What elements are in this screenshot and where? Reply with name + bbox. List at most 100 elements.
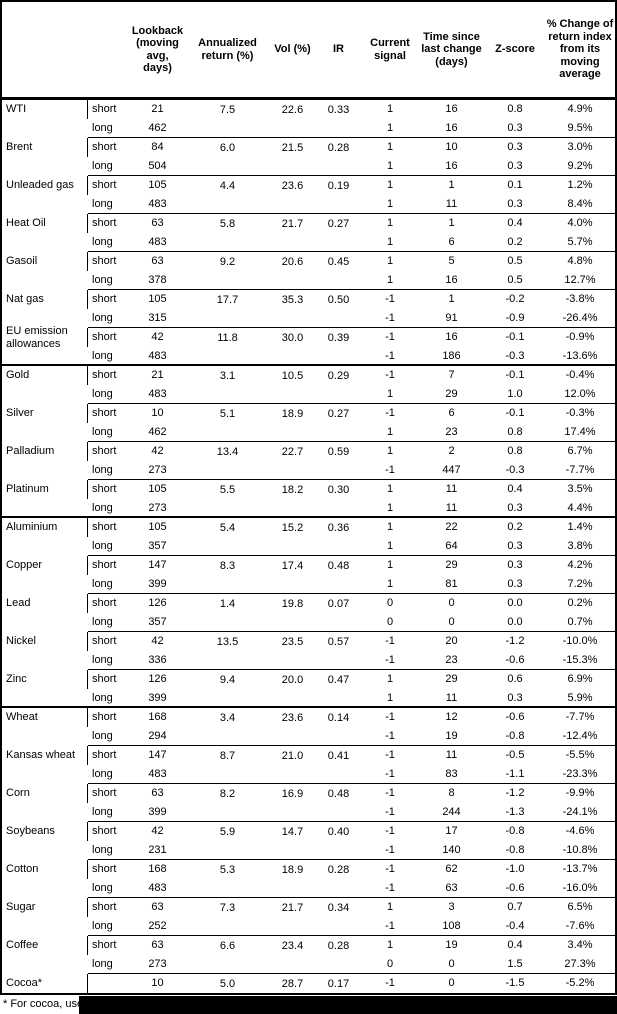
cell-z-score: 0.8	[507, 445, 523, 457]
cell-pct-change: 27.3%	[564, 958, 596, 970]
table-body: WTI short 21 1 16 0.8 4.9% long 462 1 16 0.3 9.5% 7.5…	[2, 100, 615, 993]
table-header: Lookback (moving avg, days) Annualized r…	[2, 2, 615, 100]
cell-lookback: 63	[151, 255, 164, 267]
cell-lookback: 399	[148, 692, 167, 704]
cell-signal: -1	[385, 369, 395, 381]
cell-signal: -1	[385, 787, 395, 799]
cell-signal: 1	[386, 578, 394, 590]
cell-lookback: 378	[148, 274, 167, 286]
cell-pct-change: 1.4%	[567, 521, 593, 533]
cell-vol: 20.0	[281, 673, 304, 686]
cell-horizon: short	[92, 901, 117, 913]
cell-pct-change: 12.7%	[564, 274, 596, 286]
cell-signal: -1	[385, 977, 395, 989]
cell-ir: 0.41	[327, 749, 350, 762]
cell-ir: 0.39	[327, 331, 350, 344]
cell-annualized-return: 9.4	[219, 673, 236, 686]
cell-lookback: 462	[148, 122, 167, 134]
cell-lookback: 84	[151, 141, 164, 153]
header-z-score: Z-score	[495, 43, 535, 56]
cell-signal: 1	[386, 901, 394, 913]
cell-z-score: 0.2	[507, 521, 523, 533]
cell-z-score: 0.1	[507, 179, 523, 191]
cell-horizon: short	[92, 293, 117, 305]
commodity-name: Cotton	[2, 860, 88, 879]
cell-time-since: 16	[445, 122, 458, 134]
cell-vol: 22.6	[281, 103, 304, 116]
cell-ir: 0.48	[327, 787, 350, 800]
cell-z-score: 0.3	[507, 122, 523, 134]
cell-horizon: long	[92, 160, 113, 172]
cell-signal: -1	[385, 806, 395, 818]
cell-horizon: short	[92, 179, 117, 191]
cell-z-score: 0.6	[507, 673, 523, 685]
cell-signal: 0	[386, 616, 394, 628]
cell-horizon: short	[92, 597, 117, 609]
commodity-group: Unleaded gas short 105 1 1 0.1 1.2% long 483 1 11 0…	[2, 176, 615, 214]
cell-time-since: 0	[448, 977, 455, 989]
cell-time-since: 29	[445, 673, 458, 685]
cell-annualized-return: 3.4	[219, 711, 236, 724]
cell-vol: 22.7	[281, 445, 304, 458]
cell-pct-change: 6.7%	[567, 445, 593, 457]
cell-signal: -1	[385, 768, 395, 780]
cell-lookback: 399	[148, 806, 167, 818]
cell-vol: 18.2	[281, 483, 304, 496]
commodity-group: WTI short 21 1 16 0.8 4.9% long 462 1 16 0.3 9.5% 7.5…	[2, 100, 615, 138]
cell-z-score: -0.5	[505, 749, 525, 761]
cell-horizon: short	[92, 407, 117, 419]
cell-vol: 10.5	[281, 369, 304, 382]
cell-annualized-return: 5.9	[219, 825, 236, 838]
cell-horizon: long	[92, 274, 113, 286]
cell-time-since: 140	[442, 844, 461, 856]
cell-time-since: 83	[445, 768, 458, 780]
cell-pct-change: -5.2%	[565, 977, 595, 989]
cell-signal: 1	[386, 502, 394, 514]
cell-z-score: -1.3	[505, 806, 525, 818]
cell-lookback: 483	[148, 768, 167, 780]
cell-pct-change: 6.5%	[567, 901, 593, 913]
cell-horizon: short	[92, 483, 117, 495]
cell-lookback: 63	[151, 939, 164, 951]
cell-horizon: short	[92, 369, 117, 381]
commodity-group: Coffee short 63 1 19 0.4 3.4% long 273 0 0 1.5 27.3%…	[2, 936, 615, 974]
cell-z-score: -0.3	[505, 350, 525, 362]
cell-ir: 0.27	[327, 407, 350, 420]
cell-pct-change: -3.8%	[565, 293, 595, 305]
cell-lookback: 168	[148, 863, 167, 875]
commodity-group: EU emission allowances short 42 -1 16 -0.1 -0.…	[2, 325, 615, 366]
cell-pct-change: -0.3%	[565, 407, 595, 419]
commodity-name: Cocoa*	[2, 974, 88, 993]
cell-signal: 1	[386, 939, 394, 951]
cell-z-score: 0.4	[507, 939, 523, 951]
cell-horizon: long	[92, 920, 113, 932]
commodity-group: Brent short 84 1 10 0.3 3.0% long 504 1 16 0.3 9.2% 6…	[2, 138, 615, 176]
cell-time-since: 81	[445, 578, 458, 590]
cell-time-since: 64	[445, 540, 458, 552]
cell-vol: 23.5	[281, 635, 304, 648]
cell-lookback: 21	[151, 103, 164, 115]
cell-ir: 0.19	[327, 179, 350, 192]
cell-lookback: 462	[148, 426, 167, 438]
cell-horizon: short	[92, 787, 117, 799]
cell-horizon: long	[92, 692, 113, 704]
cell-signal: 0	[386, 958, 394, 970]
cell-vol: 21.5	[281, 141, 304, 154]
cell-time-since: 8	[448, 787, 455, 799]
cell-pct-change: -24.1%	[562, 806, 598, 818]
commodity-name: Heat Oil	[2, 214, 88, 233]
cell-vol: 17.4	[281, 559, 304, 572]
commodity-name: Brent	[2, 138, 88, 157]
cell-horizon: short	[92, 939, 117, 951]
cell-ir: 0.59	[327, 445, 350, 458]
cell-pct-change: 3.8%	[567, 540, 593, 552]
cell-annualized-return: 17.7	[216, 293, 239, 306]
cell-lookback: 483	[148, 198, 167, 210]
cell-ir: 0.34	[327, 901, 350, 914]
cell-lookback: 10	[151, 977, 164, 989]
cell-time-since: 3	[448, 901, 455, 913]
cell-pct-change: 0.2%	[567, 597, 593, 609]
cell-horizon: short	[92, 559, 117, 571]
cell-lookback: 504	[148, 160, 167, 172]
cell-horizon: short	[92, 711, 117, 723]
